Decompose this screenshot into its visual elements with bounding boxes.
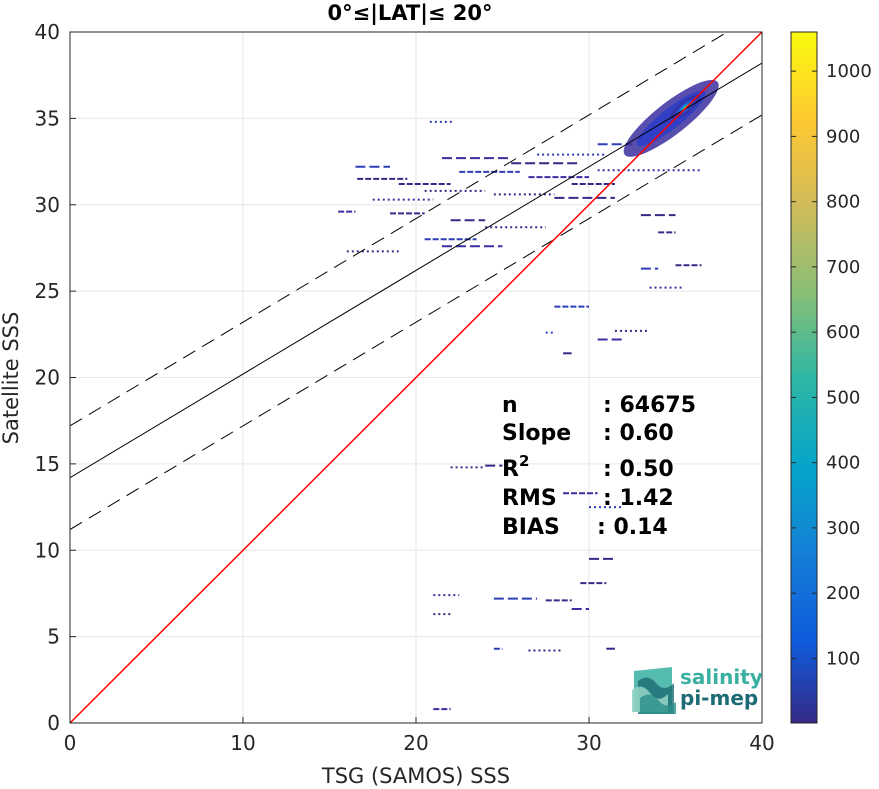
- stat-rms-label: RMS: [502, 486, 557, 511]
- wave-logo-icon: [632, 667, 676, 714]
- x-tick-label: 10: [230, 731, 255, 755]
- colorbar-tick-label: 600: [826, 322, 860, 343]
- upper-envelope-line: [70, 32, 729, 427]
- stat-slope-value: : 0.60: [603, 421, 674, 446]
- colorbar-tick-label: 1000: [826, 61, 872, 82]
- x-tick-label: 30: [576, 731, 601, 755]
- colorbar-tick-label: 900: [826, 126, 860, 147]
- y-tick-label: 5: [47, 625, 60, 649]
- y-axis-label: Satellite SSS: [0, 312, 23, 445]
- colorbar-tick-label: 700: [826, 257, 860, 278]
- x-tick-label: 0: [64, 731, 77, 755]
- stat-rms-value: : 1.42: [603, 486, 674, 511]
- logo-text-salinity: salinity: [680, 665, 763, 689]
- colorbar-tick-label: 300: [826, 518, 860, 539]
- colorbar-tick-label: 500: [826, 387, 860, 408]
- x-axis: 0 10 20 30 40: [64, 717, 775, 755]
- y-tick-label: 35: [35, 106, 60, 130]
- y-tick-label: 15: [35, 452, 60, 476]
- x-axis-label: TSG (SAMOS) SSS: [321, 764, 510, 788]
- stat-slope-label: Slope: [502, 421, 571, 446]
- fit-lines: [70, 32, 762, 723]
- y-axis: 0 5 10 15 20 25 30 35 40: [35, 20, 76, 735]
- stat-bias-label: BIAS: [502, 515, 560, 540]
- one-to-one-line: [70, 32, 762, 723]
- y-tick-label: 10: [35, 538, 60, 562]
- x-tick-label: 40: [749, 731, 774, 755]
- y-tick-label: 30: [35, 193, 60, 217]
- colorbar-tick-label: 200: [826, 583, 860, 604]
- y-tick-label: 0: [47, 711, 60, 735]
- y-tick-label: 25: [35, 279, 60, 303]
- lower-envelope-line: [70, 114, 762, 530]
- colorbar-tick-label: 800: [826, 192, 860, 213]
- stats-box: n : 64675 Slope : 0.60 R2 : 0.50 RMS : 1…: [502, 393, 696, 540]
- stat-n-value: : 64675: [603, 393, 696, 418]
- stat-r2-value: : 0.50: [603, 457, 674, 482]
- stat-n-label: n: [502, 393, 518, 418]
- colorbar-tick-label: 400: [826, 453, 860, 474]
- colorbar-tick-label: 100: [826, 648, 860, 669]
- stat-bias-value: : 0.14: [597, 515, 668, 540]
- salinity-pi-mep-logo: salinity pi-mep: [632, 665, 763, 714]
- chart-title: 0°≤|LAT|≤ 20°: [327, 1, 492, 26]
- colorbar: [790, 31, 818, 724]
- regression-line: [70, 62, 762, 479]
- logo-text-pi-mep: pi-mep: [680, 686, 758, 710]
- y-tick-label: 40: [35, 20, 60, 44]
- y-tick-label: 20: [35, 366, 60, 390]
- x-tick-label: 20: [403, 731, 428, 755]
- colorbar-ticks: 100 200 300 400 500 600 700 800 900 1000: [791, 61, 872, 669]
- stat-r2-label: R2: [502, 452, 529, 482]
